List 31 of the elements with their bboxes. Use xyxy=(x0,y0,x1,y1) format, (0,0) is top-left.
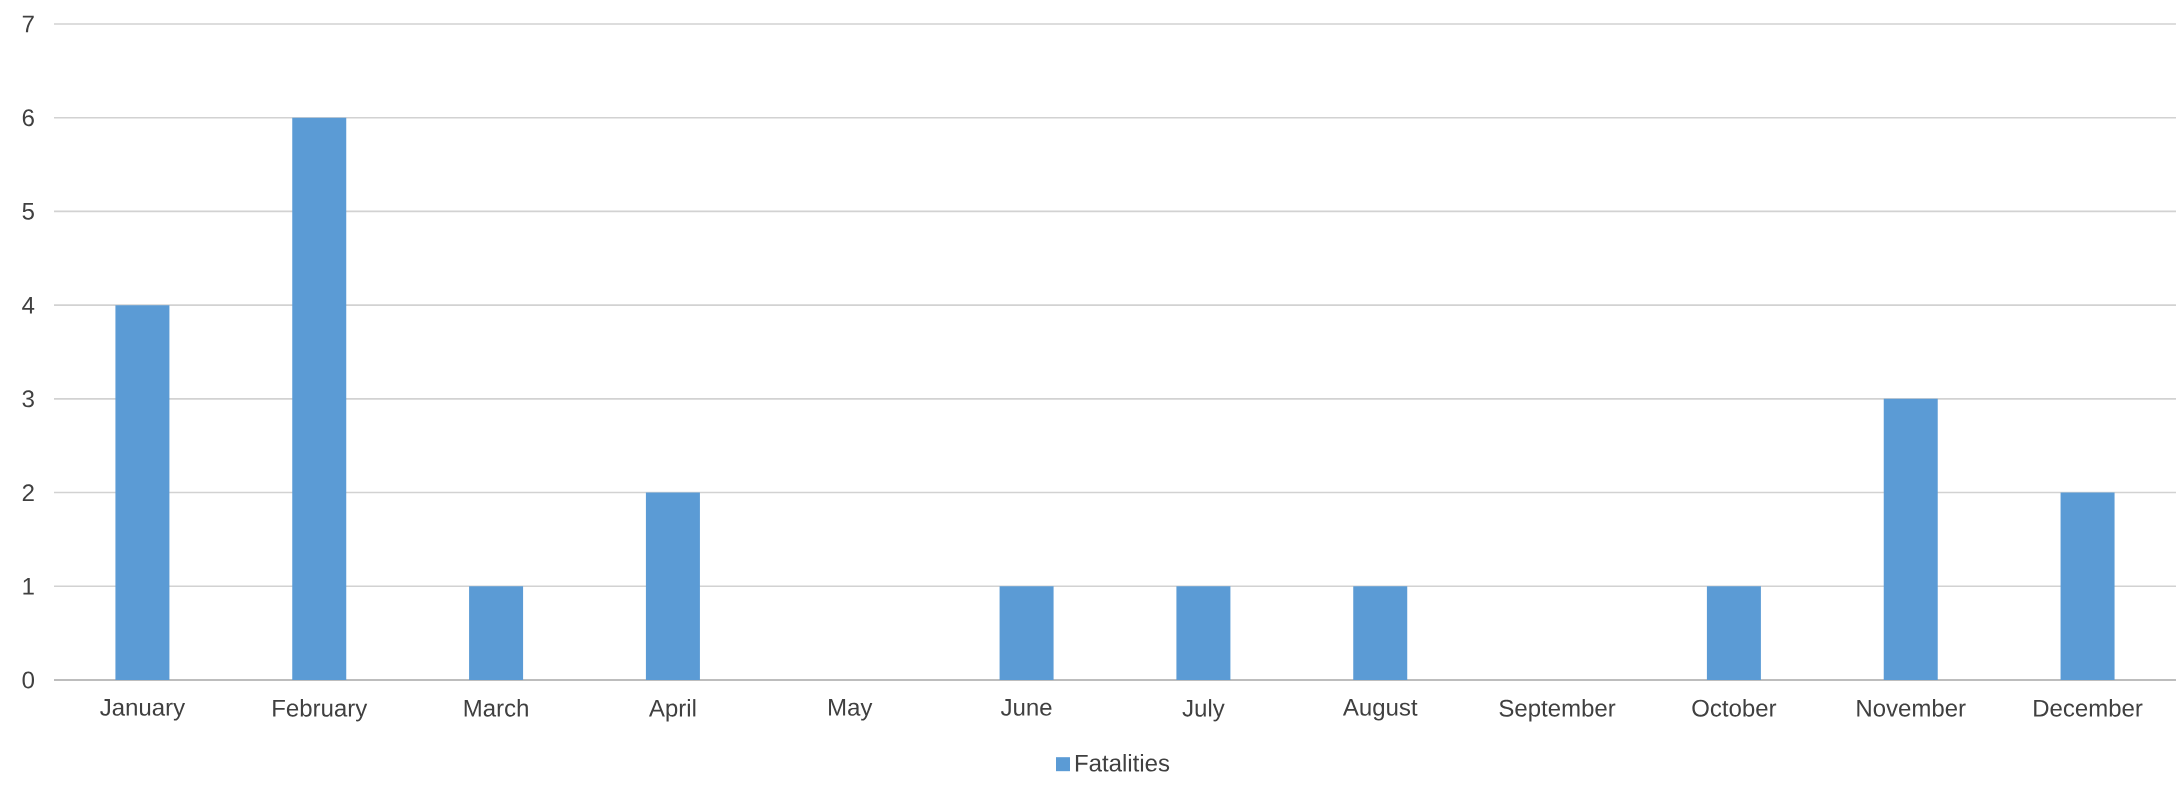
bar xyxy=(999,586,1054,680)
x-tick-label: June xyxy=(1000,699,1052,716)
x-tick-label: January xyxy=(100,699,186,721)
x-tick-label: February xyxy=(273,699,368,722)
x-tick-label: October xyxy=(1692,699,1777,717)
y-tick-label: 7 xyxy=(22,15,34,33)
bar xyxy=(1353,586,1408,680)
bar xyxy=(292,117,347,680)
y-tick-label: 0 xyxy=(22,671,35,689)
legend-label: Fatalities xyxy=(1075,754,1170,772)
bar xyxy=(1883,398,1938,680)
bar xyxy=(115,305,170,680)
x-tick-label: March xyxy=(464,699,528,717)
x-tick-label: April xyxy=(648,699,696,722)
y-tick-label: 4 xyxy=(22,296,35,314)
y-tick-label: 1 xyxy=(23,578,34,595)
x-tick-label: September xyxy=(1499,699,1616,722)
bar xyxy=(645,492,700,680)
x-tick-label: August xyxy=(1342,699,1418,721)
bar xyxy=(469,586,524,680)
x-tick-label: July xyxy=(1182,699,1225,722)
y-tick-label: 2 xyxy=(22,484,34,501)
bar xyxy=(2060,492,2115,680)
x-tick-label: May xyxy=(829,699,873,721)
x-tick-label: December xyxy=(2034,699,2143,717)
bar xyxy=(1176,586,1231,680)
y-tick-label: 3 xyxy=(22,390,34,408)
x-tick-label: November xyxy=(1857,699,1966,717)
y-tick-label: 6 xyxy=(22,109,34,127)
bar xyxy=(1706,586,1761,680)
y-tick-label: 5 xyxy=(22,203,34,220)
